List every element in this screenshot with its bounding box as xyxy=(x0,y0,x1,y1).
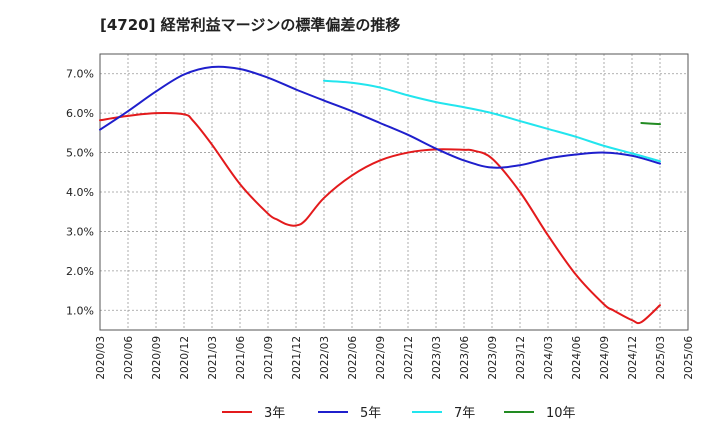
x-tick-label: 2020/09 xyxy=(151,336,163,380)
y-tick-label: 3.0% xyxy=(66,225,94,238)
legend-label: 5年 xyxy=(360,406,381,421)
x-tick-label: 2023/06 xyxy=(459,336,471,380)
series-line-4 xyxy=(640,122,661,126)
y-tick-label: 5.0% xyxy=(66,147,94,160)
x-tick-label: 2023/03 xyxy=(431,336,443,380)
x-tick-label: 2023/12 xyxy=(515,336,527,380)
x-tick-label: 2025/06 xyxy=(683,336,695,380)
series-line-1 xyxy=(99,112,661,325)
x-tick-label: 2021/03 xyxy=(207,336,219,380)
x-tick-label: 2021/12 xyxy=(291,336,303,380)
x-tick-label: 2024/09 xyxy=(599,336,611,380)
y-tick-label: 1.0% xyxy=(66,304,94,317)
x-tick-label: 2020/03 xyxy=(95,336,107,380)
x-tick-label: 2020/06 xyxy=(123,336,135,380)
x-tick-label: 2021/09 xyxy=(263,336,275,380)
y-tick-label: 6.0% xyxy=(66,107,94,120)
y-tick-label: 2.0% xyxy=(66,265,94,278)
x-tick-label: 2024/03 xyxy=(543,336,555,380)
legend-label: 7年 xyxy=(454,406,475,421)
plot-area xyxy=(99,53,689,331)
series-line-2 xyxy=(99,65,661,169)
chart-title: [4720] 経常利益マージンの標準偏差の推移 xyxy=(100,16,401,34)
x-tick-label: 2022/12 xyxy=(403,336,415,380)
x-tick-label: 2022/06 xyxy=(347,336,359,380)
x-tick-label: 2025/03 xyxy=(655,336,667,380)
y-tick-label: 4.0% xyxy=(66,186,94,199)
y-tick-label: 7.0% xyxy=(66,68,94,81)
legend-label: 10年 xyxy=(546,406,576,421)
x-tick-label: 2021/06 xyxy=(235,336,247,380)
x-tick-label: 2024/06 xyxy=(571,336,583,380)
x-tick-label: 2020/12 xyxy=(179,336,191,380)
x-tick-label: 2023/09 xyxy=(487,336,499,380)
x-tick-label: 2022/09 xyxy=(375,336,387,380)
series-line-3 xyxy=(323,79,661,163)
legend-label: 3年 xyxy=(264,406,285,421)
x-tick-label: 2024/12 xyxy=(627,336,639,380)
x-tick-label: 2022/03 xyxy=(319,336,331,380)
